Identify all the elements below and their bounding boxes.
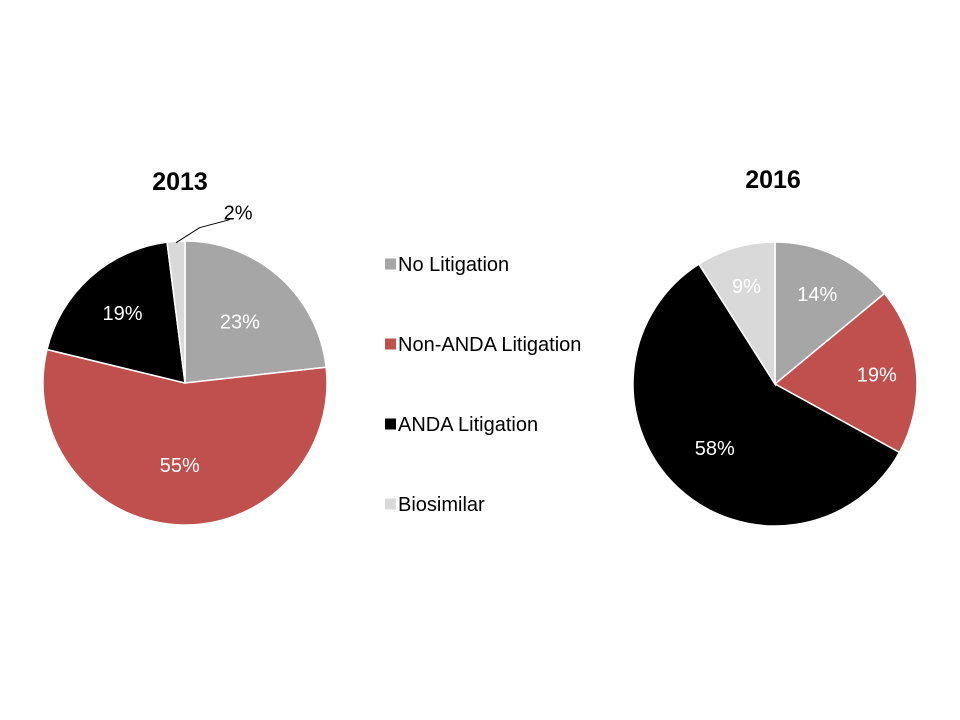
legend-label-no-litigation: No Litigation: [398, 254, 509, 276]
pie-title-2016: 2016: [745, 166, 801, 194]
pie-slice-2013-non-anda-litigation: [42, 348, 328, 526]
legend-swatch-biosimilar: [385, 498, 396, 510]
slice-label-2013-biosimilar: 2%: [224, 203, 253, 225]
pie-slice-2016-anda-litigation: [632, 263, 901, 527]
pie-slice-2016-non-anda-litigation: [773, 292, 918, 454]
pie-slice-2013-biosimilar: [166, 240, 186, 384]
pie-slice-2013-no-litigation: [184, 240, 327, 384]
slice-label-2013-no-litigation: 23%: [220, 312, 260, 334]
pie-chart-2013: 2013 23% 55% 19% 2%: [42, 168, 328, 526]
pie-title-2013: 2013: [152, 168, 208, 196]
legend-swatch-no-litigation: [385, 258, 396, 270]
slice-label-2013-non-anda-litigation: 55%: [160, 455, 200, 477]
pie-chart-2016: 2016 14% 19% 58% 9%: [632, 166, 918, 527]
pie-slice-2013-anda-litigation: [46, 241, 186, 384]
slice-label-2013-anda-litigation: 19%: [102, 303, 142, 325]
slice-label-2016-anda-litigation: 58%: [695, 438, 735, 460]
legend-label-biosimilar: Biosimilar: [398, 494, 485, 516]
leader-line-2013-biosimilar: [175, 219, 230, 244]
pie-slice-2016-biosimilar: [697, 241, 776, 387]
slice-label-2016-biosimilar: 9%: [732, 276, 761, 298]
legend-swatch-anda-litigation: [385, 418, 396, 430]
pie-slice-2016-no-litigation: [774, 241, 886, 386]
slice-label-2016-non-anda-litigation: 19%: [857, 364, 897, 386]
chart-legend: No Litigation Non-ANDA Litigation ANDA Lit…: [385, 254, 581, 516]
legend-swatch-non-anda-litigation: [385, 338, 396, 350]
legend-label-anda-litigation: ANDA Litigation: [398, 414, 538, 436]
slice-label-2016-no-litigation: 14%: [797, 284, 837, 306]
legend-label-non-anda-litigation: Non-ANDA Litigation: [398, 334, 581, 356]
